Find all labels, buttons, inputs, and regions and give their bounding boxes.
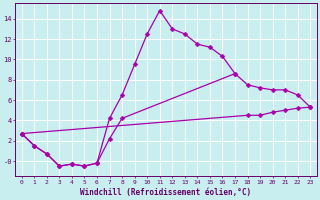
X-axis label: Windchill (Refroidissement éolien,°C): Windchill (Refroidissement éolien,°C): [80, 188, 252, 197]
